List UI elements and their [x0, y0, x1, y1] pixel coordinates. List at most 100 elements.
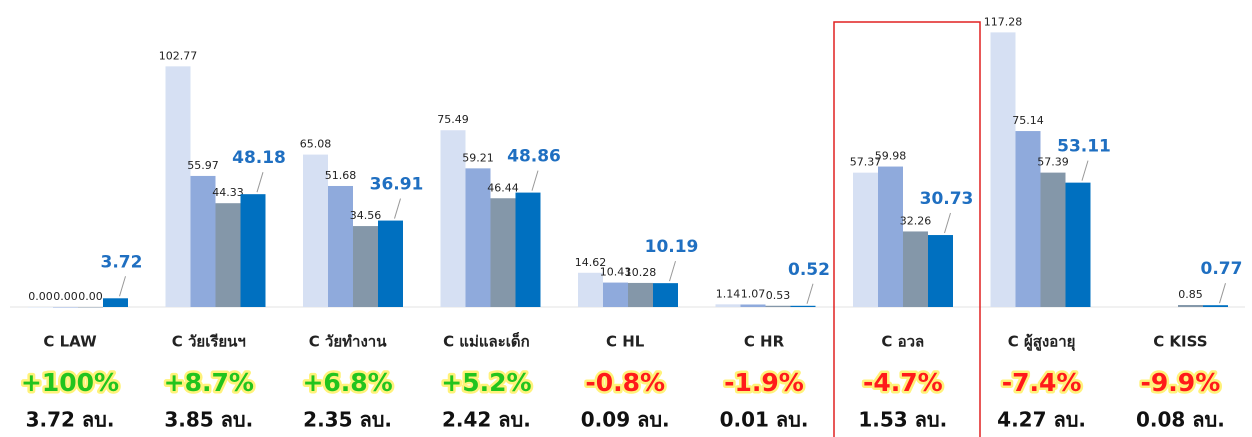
- category-label: C LAW: [43, 333, 97, 351]
- leader-line: [806, 283, 814, 304]
- bar: [928, 235, 953, 307]
- bar: [790, 305, 816, 307]
- leader-line: [944, 212, 951, 234]
- change-label: -0.8%: [585, 368, 665, 397]
- amount-label: 0.08 ลบ.: [1136, 408, 1225, 432]
- value-label: 10.19: [645, 237, 699, 257]
- category-label: C HL: [606, 333, 645, 351]
- bar: [740, 304, 766, 307]
- bar: [878, 166, 903, 307]
- bar: [765, 305, 791, 307]
- bar: [378, 220, 403, 307]
- bar: [628, 282, 653, 307]
- leader-line: [669, 260, 676, 282]
- value-label: 0.00: [53, 290, 78, 303]
- bar: [1203, 305, 1228, 307]
- change-label: -7.4%: [1002, 368, 1082, 397]
- value-label: 34.56: [350, 209, 382, 222]
- change-label: -1.9%: [724, 368, 804, 397]
- bar: [490, 198, 516, 307]
- bar: [28, 307, 53, 308]
- bar: [240, 194, 266, 307]
- value-label: 57.37: [850, 156, 882, 169]
- category-label: C KISS: [1153, 333, 1207, 351]
- bar: [1015, 131, 1041, 307]
- change-label: +100%: [21, 368, 119, 397]
- amount-label: 4.27 ลบ.: [997, 408, 1086, 432]
- value-label: 44.33: [212, 186, 244, 199]
- value-label: 30.73: [920, 189, 974, 209]
- leader-line: [1219, 283, 1226, 304]
- value-label: 51.68: [325, 169, 357, 182]
- bar: [1065, 182, 1091, 307]
- value-label: 102.77: [159, 49, 198, 62]
- value-label: 3.72: [101, 252, 143, 272]
- bar: [1178, 305, 1203, 307]
- value-label: 0.77: [1201, 259, 1243, 279]
- bar: [603, 282, 628, 307]
- bar: [990, 32, 1016, 308]
- change-label: +5.2%: [441, 368, 531, 397]
- category-label: C วัยเรียนฯ: [172, 333, 246, 351]
- amount-label: 2.35 ลบ.: [303, 408, 392, 432]
- bar: [215, 203, 241, 307]
- bar: [78, 307, 103, 308]
- category-label: C แม่และเด็ก: [443, 332, 530, 351]
- leader-line: [531, 170, 539, 191]
- bar: [715, 304, 741, 307]
- value-label: 75.49: [437, 113, 469, 126]
- value-label: 65.08: [300, 138, 332, 151]
- leader-line: [394, 198, 401, 219]
- value-label: 75.14: [1012, 114, 1044, 127]
- value-label: 0.00: [28, 290, 53, 303]
- bar: [353, 226, 378, 307]
- value-label: 32.26: [900, 214, 932, 227]
- bar: [653, 283, 678, 307]
- highlight-box: [833, 21, 981, 437]
- bar: [465, 168, 491, 307]
- bar: [190, 175, 216, 307]
- value-label: 10.43: [600, 266, 632, 279]
- bar: [165, 66, 191, 307]
- amount-label: 3.85 ลบ.: [164, 408, 253, 432]
- value-label: 0.85: [1178, 288, 1203, 301]
- value-label: 46.44: [487, 181, 519, 194]
- change-label: +8.7%: [164, 368, 254, 397]
- change-label: -4.7%: [863, 368, 943, 397]
- bar: [515, 192, 541, 307]
- value-label: 36.91: [370, 175, 424, 195]
- bar: [1040, 172, 1066, 307]
- category-label: C วัยทำงาน: [309, 333, 388, 351]
- category-label: C HR: [744, 333, 785, 351]
- leader-line: [1081, 160, 1089, 181]
- bar: [103, 298, 128, 307]
- bar: [903, 231, 928, 307]
- value-label: 55.97: [187, 159, 219, 172]
- value-label: 48.86: [507, 147, 561, 167]
- amount-label: 0.01 ลบ.: [720, 408, 809, 432]
- value-label: 1.07: [741, 287, 766, 300]
- change-label: +6.8%: [302, 368, 392, 397]
- category-label: C ผู้สูงอายุ: [1008, 333, 1076, 352]
- amount-label: 0.09 ลบ.: [581, 408, 670, 432]
- leader-line: [119, 276, 126, 297]
- value-label: 0.53: [766, 289, 791, 302]
- bar: [53, 307, 78, 308]
- value-label: 59.98: [875, 150, 907, 163]
- value-label: 0.00: [78, 290, 103, 303]
- value-label: 117.28: [984, 15, 1023, 28]
- category-label: C อวล: [881, 333, 924, 351]
- bar: [303, 154, 328, 307]
- bar: [328, 185, 353, 307]
- value-label: 1.14: [716, 287, 741, 300]
- bar: [578, 272, 603, 307]
- leader-line: [256, 172, 264, 193]
- amount-label: 2.42 ลบ.: [442, 408, 531, 432]
- bar: [853, 172, 878, 307]
- value-label: 53.11: [1057, 137, 1111, 157]
- value-label: 0.52: [788, 260, 830, 280]
- value-label: 14.62: [575, 256, 607, 269]
- amount-label: 1.53 ลบ.: [858, 408, 947, 432]
- amount-label: 3.72 ลบ.: [26, 408, 115, 432]
